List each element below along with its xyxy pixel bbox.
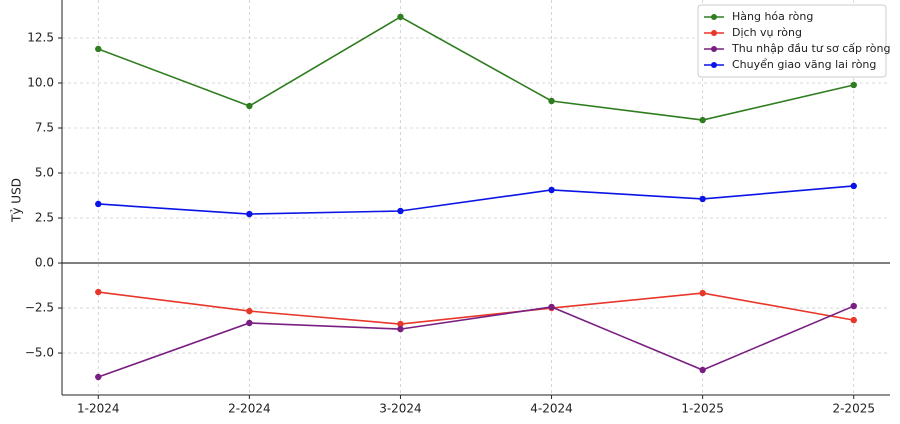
x-tick-label: 4-2024 (530, 402, 573, 416)
series-line (97, 16, 854, 121)
point (699, 195, 706, 203)
point (397, 320, 404, 328)
point (95, 373, 102, 381)
y-tick-label: 7.5 (35, 121, 54, 135)
point (850, 316, 857, 324)
x-tick-label: 1-2024 (77, 402, 120, 416)
y-axis-label: Tỷ USD (10, 178, 24, 223)
legend-label: Chuyển giao vãng lai ròng (732, 58, 876, 71)
x-tick-label: 3-2024 (379, 402, 422, 416)
x-tick-label: 1-2025 (681, 402, 724, 416)
point (246, 319, 253, 327)
point (397, 13, 404, 21)
series-line (98, 291, 854, 325)
point (246, 210, 253, 218)
y-tick-label: 0.0 (35, 256, 54, 270)
point (699, 366, 706, 374)
legend-marker (711, 14, 717, 20)
point (95, 200, 102, 208)
y-tick-label: 5.0 (35, 166, 54, 180)
y-tick-label: 12.5 (27, 30, 54, 44)
y-tick-label: −5.0 (25, 346, 54, 360)
legend-marker (711, 46, 717, 52)
point (850, 81, 857, 89)
x-tick-label: 2-2024 (228, 402, 271, 416)
point (246, 307, 253, 315)
point (850, 302, 857, 310)
legend: Hàng hóa ròng Dịch vụ ròng Thu nhập đầu tư… (697, 4, 891, 78)
point (95, 288, 102, 296)
point (95, 45, 102, 53)
legend-label: Thu nhập đầu tư sơ cấp ròng (731, 42, 891, 55)
point (246, 102, 253, 110)
legend-marker (711, 62, 717, 68)
point (548, 186, 555, 194)
y-tick-label: −2.5 (25, 301, 54, 315)
x-tick-label: 2-2025 (832, 402, 875, 416)
point (850, 182, 857, 190)
legend-label: Hàng hóa ròng (732, 10, 813, 23)
point (548, 303, 555, 311)
legend-label: Dịch vụ ròng (732, 26, 802, 39)
point (397, 325, 404, 333)
legend-box (697, 4, 887, 78)
point (397, 207, 404, 215)
series-line (97, 305, 855, 378)
point (548, 97, 555, 105)
point (699, 116, 706, 124)
legend-marker (711, 30, 717, 36)
y-tick-label: 2.5 (35, 211, 54, 225)
series-line (98, 185, 854, 215)
point (699, 289, 706, 297)
y-tick-label: 10.0 (27, 75, 54, 89)
